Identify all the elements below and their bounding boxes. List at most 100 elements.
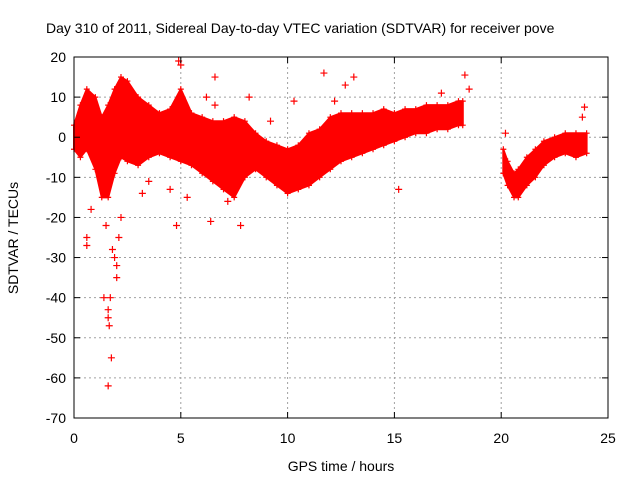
data-point-marker — [87, 205, 95, 213]
data-point-marker — [102, 221, 110, 229]
sdtvar-band-edge-marker — [380, 106, 387, 113]
sdtvar-band-edge-marker — [402, 106, 409, 113]
data-point-marker — [183, 193, 191, 201]
sdtvar-band-edge-marker — [145, 102, 152, 109]
data-point-marker — [100, 294, 108, 302]
sdtvar-band-edge-marker — [316, 126, 323, 133]
sdtvar-band-edge-marker — [370, 146, 377, 153]
sdtvar-band-late-edge-marker — [515, 194, 522, 201]
sdtvar-band-edge-marker — [327, 114, 334, 121]
sdtvar-band-late-edge-marker — [504, 182, 511, 189]
y-tick-label: 10 — [50, 89, 66, 105]
sdtvar-band-edge-marker — [92, 94, 99, 101]
sdtvar-band-edge-marker — [77, 154, 84, 161]
data-point-marker — [207, 217, 215, 225]
data-point-marker — [104, 306, 112, 314]
data-point-marker — [245, 93, 253, 101]
data-point-marker — [237, 221, 245, 229]
data-point-marker — [166, 185, 174, 193]
sdtvar-band-late-edge-marker — [532, 174, 539, 181]
sdtvar-band-edge-marker — [220, 118, 227, 125]
data-point-marker — [104, 314, 112, 322]
sdtvar-band-edge-marker — [231, 194, 238, 201]
sdtvar-band-edge-marker — [444, 126, 451, 133]
sdtvar-band-edge-marker — [295, 142, 302, 149]
data-point-marker — [113, 274, 121, 282]
sdtvar-band-edge-marker — [241, 174, 248, 181]
data-point-marker — [173, 221, 181, 229]
data-point-marker — [465, 85, 473, 93]
data-point-marker — [111, 254, 119, 262]
data-point-marker — [341, 81, 349, 89]
sdtvar-band-late-edge-marker — [572, 130, 579, 137]
band-layer — [71, 74, 590, 201]
sdtvar-band-late-edge-marker — [504, 158, 511, 165]
sdtvar-band-late-edge-marker — [551, 154, 558, 161]
sdtvar-band-edge-marker — [359, 110, 366, 117]
sdtvar-band-late-edge-marker — [572, 154, 579, 161]
x-tick-label: 25 — [600, 430, 616, 446]
sdtvar-band-edge-marker — [252, 166, 259, 173]
data-point-marker — [138, 189, 146, 197]
sdtvar-band-edge-marker — [263, 138, 270, 145]
data-point-marker — [395, 185, 403, 193]
sdtvar-band-edge-marker — [412, 106, 419, 113]
sdtvar-band-edge-marker — [188, 162, 195, 169]
sdtvar-band-late-edge-marker — [500, 170, 507, 177]
sdtvar-band-edge-marker — [98, 194, 105, 201]
x-tick-label: 5 — [177, 430, 185, 446]
x-tick-label: 15 — [387, 430, 403, 446]
points-layer — [83, 57, 589, 390]
sdtvar-band-edge-marker — [177, 158, 184, 165]
sdtvar-band-late-edge-marker — [523, 182, 530, 189]
data-point-marker — [108, 246, 116, 254]
sdtvar-band-edge-marker — [305, 130, 312, 137]
sdtvar-band-late-edge-marker — [551, 134, 558, 141]
y-tick-label: -20 — [46, 209, 66, 225]
sdtvar-band-edge-marker — [273, 142, 280, 149]
sdtvar-band-late-edge-marker — [583, 130, 590, 137]
sdtvar-band-edge-marker — [402, 134, 409, 141]
sdtvar-band-edge-marker — [124, 78, 131, 85]
sdtvar-band-late-edge-marker — [562, 150, 569, 157]
data-point-marker — [211, 101, 219, 109]
data-point-marker — [331, 97, 339, 105]
y-tick-label: -30 — [46, 250, 66, 266]
x-axis-title: GPS time / hours — [288, 458, 395, 474]
data-point-marker — [105, 322, 113, 330]
sdtvar-band-edge-marker — [167, 106, 174, 113]
sdtvar-band-edge-marker — [241, 118, 248, 125]
sdtvar-band-edge-marker — [423, 130, 430, 137]
data-point-marker — [350, 73, 358, 81]
data-point-marker — [202, 93, 210, 101]
sdtvar-band-late-edge-marker — [500, 146, 507, 153]
sdtvar-band-edge-marker — [220, 186, 227, 193]
sdtvar-band-late-edge-marker — [532, 146, 539, 153]
sdtvar-band-edge-marker — [459, 122, 466, 129]
sdtvar-band-edge-marker — [459, 98, 466, 105]
sdtvar-band-edge-marker — [316, 174, 323, 181]
sdtvar-band-edge-marker — [338, 158, 344, 165]
sdtvar-band-edge-marker — [135, 162, 142, 169]
chart-title: Day 310 of 2011, Sidereal Day-to-day VTE… — [46, 20, 555, 36]
sdtvar-band-edge-marker — [98, 114, 105, 121]
y-axis-title: SDTVAR / TECUs — [5, 182, 21, 294]
sdtvar-band-edge-marker — [273, 182, 280, 189]
sdtvar-band-edge-marker — [391, 138, 398, 145]
x-tick-label: 10 — [280, 430, 296, 446]
sdtvar-band-late-edge-marker — [523, 154, 530, 161]
sdtvar-band-edge-marker — [209, 118, 216, 125]
x-tick-label: 20 — [493, 430, 509, 446]
data-point-marker — [115, 234, 123, 241]
sdtvar-band-edge-marker — [338, 110, 344, 117]
sdtvar-band-edge-marker — [434, 102, 441, 109]
sdtvar-band-edge-marker — [370, 110, 377, 117]
sdtvar-band-edge-marker — [83, 86, 90, 93]
sdtvar-band-edge-marker — [199, 114, 206, 121]
sdtvar-band-edge-marker — [359, 150, 366, 157]
data-point-marker — [267, 117, 275, 125]
sdtvar-band-edge-marker — [231, 114, 238, 121]
sdtvar-band-edge-marker — [391, 110, 398, 117]
y-tick-label: -10 — [46, 169, 66, 185]
